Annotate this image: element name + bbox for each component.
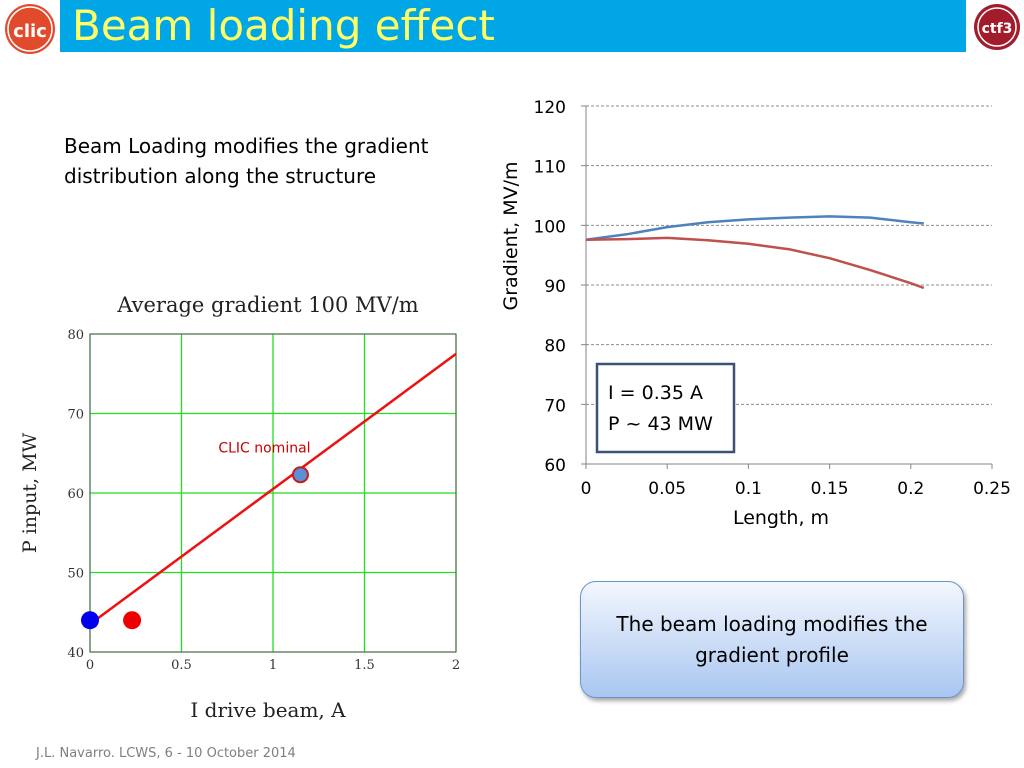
annotation-current: I = 0.35 A <box>608 382 703 404</box>
right-xtick-label: 0 <box>581 479 592 499</box>
right-ytick-label: 90 <box>544 277 566 297</box>
left-data-point <box>291 466 309 484</box>
left-series-line <box>89 352 457 626</box>
intro-text: Beam Loading modifies the gradient distr… <box>64 134 429 188</box>
left-xtick-label: 2 <box>452 658 460 673</box>
callout-text: The beam loading modifies the gradient p… <box>616 611 928 667</box>
right-xtick-label: 0.15 <box>811 479 849 499</box>
left-xtick-label: 1 <box>269 658 277 673</box>
right-chart-grid <box>586 105 992 405</box>
right-ytick-label: 100 <box>534 217 566 237</box>
right-ytick-label: 70 <box>544 396 566 416</box>
left-ytick-label: 80 <box>67 328 84 343</box>
left-xtick-label: 0.5 <box>171 658 192 673</box>
left-ytick-label: 40 <box>67 646 84 661</box>
right-xtick-label: 0.1 <box>735 479 762 499</box>
right-xtick-label: 0.25 <box>973 479 1011 499</box>
left-ytick-label: 50 <box>67 567 84 582</box>
left-xtick-label: 0 <box>86 658 94 673</box>
chart-annotation-box: I = 0.35 A P ~ 43 MW <box>595 362 736 454</box>
left-data-point <box>123 611 142 630</box>
left-chart-xlabel: I drive beam, A <box>190 698 346 722</box>
point-label-clic-nominal: CLIC nominal <box>218 441 310 457</box>
right-series-line-2 <box>585 236 925 290</box>
title-bar <box>60 0 966 52</box>
right-ytick-label: 60 <box>544 456 566 476</box>
right-xtick-label: 0.2 <box>897 479 924 499</box>
slide-title: Beam loading effect <box>72 1 495 50</box>
left-ytick-label: 70 <box>67 408 84 423</box>
footer-text: J.L. Navarro. LCWS, 6 - 10 October 2014 <box>36 746 296 761</box>
left-xtick-label: 1.5 <box>354 658 375 673</box>
left-chart-grid <box>89 333 457 653</box>
left-chart-ylabel: P input, MW <box>19 432 41 553</box>
right-ytick-label: 110 <box>534 158 566 178</box>
right-ytick-label: 80 <box>544 337 566 357</box>
right-series-line-1 <box>585 215 924 241</box>
annotation-power: P ~ 43 MW <box>608 413 713 435</box>
right-chart-ylabel: Gradient, MV/m <box>500 161 522 310</box>
right-xtick-label: 0.05 <box>648 479 686 499</box>
right-chart-xlabel: Length, m <box>733 507 829 529</box>
gradient-vs-length-chart: 60 70 80 90 100 110 120 0 0.05 0.1 0.15 0.2 0.25 Len… <box>500 98 1011 529</box>
ctf3-logo-icon: ctf3 <box>974 4 1020 50</box>
ctf3-logo-text: ctf3 <box>982 21 1013 37</box>
left-data-point <box>81 611 99 630</box>
power-vs-current-chart: 0 0.5 1 1.5 2 40 50 60 70 80 Average gradient 100… <box>19 293 460 722</box>
left-chart-title: Average gradient 100 MV/m <box>116 293 418 317</box>
clic-logo-icon: clic <box>5 4 55 54</box>
left-chart-frame <box>89 333 457 653</box>
right-ytick-label: 120 <box>534 98 566 118</box>
clic-logo-text: clic <box>13 21 47 42</box>
callout-box: The beam loading modifies the gradient p… <box>580 581 964 698</box>
left-ytick-label: 60 <box>67 487 84 502</box>
